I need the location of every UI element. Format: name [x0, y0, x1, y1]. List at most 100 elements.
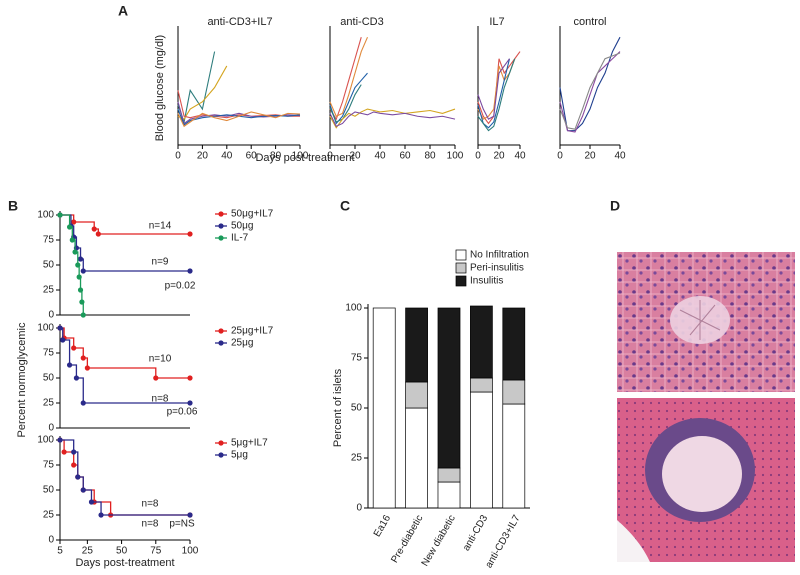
glucose-line [559, 52, 621, 130]
legend-label: No Infiltration [470, 250, 529, 261]
bar-segment [405, 407, 428, 509]
x-tick-label: 100 [292, 151, 309, 162]
panel-label: B [8, 198, 18, 214]
bar-segment [502, 403, 526, 509]
x-tick-label: 40 [514, 151, 526, 162]
y-tick-label: 25 [43, 398, 55, 409]
legend-label: Insulitis [470, 276, 503, 287]
y-tick-label: 100 [37, 210, 54, 221]
event-marker [187, 512, 193, 518]
annotation: n=8 [142, 499, 159, 510]
y-tick-label: 25 [43, 510, 55, 521]
event-marker [88, 499, 95, 505]
event-marker [77, 256, 84, 262]
x-tick-label: 40 [221, 151, 233, 162]
x-axis-label: Days post-treatment [255, 152, 354, 164]
legend-swatch [218, 440, 224, 446]
x-tick-label: 40 [374, 151, 386, 162]
bar-segment [470, 305, 493, 379]
event-marker [66, 224, 73, 230]
event-marker [60, 337, 66, 343]
x-tick-label: 0 [327, 151, 333, 162]
x-tick-label: 20 [493, 151, 505, 162]
x-tick-label: anti-CD3 [461, 513, 490, 553]
legend-label: 25μg+IL7 [231, 326, 274, 337]
y-tick-label: 0 [48, 310, 54, 321]
legend-label: 50μg [231, 221, 253, 232]
event-marker [80, 268, 86, 274]
legend-label: 50μg+IL7 [231, 209, 274, 220]
survival-curve [60, 327, 190, 404]
annotation: n=8 [142, 519, 159, 530]
legend-swatch [218, 223, 224, 229]
event-marker [153, 375, 159, 381]
y-axis-label: Blood glucose (mg/dl) [154, 35, 166, 141]
panel-label: C [340, 198, 350, 214]
glucose-line [177, 108, 301, 126]
x-tick-label: 60 [246, 151, 258, 162]
bar-segment [405, 307, 428, 383]
event-marker [187, 400, 193, 406]
event-marker [95, 231, 101, 237]
annotation: p=0.06 [167, 407, 198, 418]
event-marker [57, 325, 63, 331]
x-tick-label: Pre-diabetic [389, 513, 425, 565]
event-marker [71, 449, 77, 455]
legend-label: 5μg [231, 450, 248, 461]
x-tick-label: 20 [197, 151, 209, 162]
y-tick-label: 50 [351, 403, 363, 414]
legend-swatch [218, 452, 224, 458]
event-marker [75, 474, 81, 480]
x-tick-label: anti-CD3+IL7 [484, 513, 523, 570]
annotation: n=14 [149, 221, 172, 232]
annotation: p=NS [169, 519, 195, 530]
y-tick-label: 75 [43, 235, 55, 246]
annotation: n=10 [149, 354, 172, 365]
y-tick-label: 100 [37, 323, 54, 334]
event-marker [57, 212, 63, 218]
annotation: n=9 [152, 257, 169, 268]
panel-label: A [118, 3, 128, 19]
glucose-line [329, 108, 456, 129]
legend-swatch [455, 275, 467, 287]
annotation: p=0.02 [165, 281, 196, 292]
glucose-line [329, 111, 456, 128]
glucose-line [329, 72, 368, 125]
glucose-line [477, 58, 516, 132]
glucose-line [559, 36, 621, 132]
y-tick-label: 50 [43, 373, 55, 384]
legend-label: 5μg+IL7 [231, 438, 268, 449]
chart-title: IL7 [489, 16, 504, 28]
glucose-line [559, 51, 621, 133]
x-tick-label: 0 [475, 151, 481, 162]
y-tick-label: 50 [43, 485, 55, 496]
x-tick-label: 0 [557, 151, 563, 162]
bar-segment [405, 381, 428, 409]
x-tick-label: 40 [614, 151, 626, 162]
legend-label: IL-7 [231, 233, 249, 244]
glucose-line [177, 90, 300, 119]
event-marker [71, 345, 77, 351]
event-marker [61, 449, 67, 455]
glucose-line [177, 65, 228, 120]
legend-swatch [218, 235, 224, 241]
x-axis-label: Days post-treatment [75, 557, 174, 569]
event-marker [66, 362, 73, 368]
glucose-line [177, 111, 301, 128]
histology-bottom [617, 398, 795, 562]
event-marker [71, 462, 77, 468]
x-tick-label: 25 [82, 546, 94, 557]
y-tick-label: 25 [43, 285, 55, 296]
event-marker [57, 437, 63, 443]
legend-swatch [218, 340, 224, 346]
x-tick-label: 0 [175, 151, 181, 162]
legend-swatch [455, 262, 467, 274]
chart-title: anti-CD3+IL7 [207, 16, 272, 28]
y-tick-label: 75 [43, 460, 55, 471]
legend-swatch [218, 211, 224, 217]
event-marker [80, 487, 86, 493]
glucose-line [329, 37, 362, 121]
bar-segment [437, 481, 461, 509]
bar-segment [437, 467, 461, 483]
